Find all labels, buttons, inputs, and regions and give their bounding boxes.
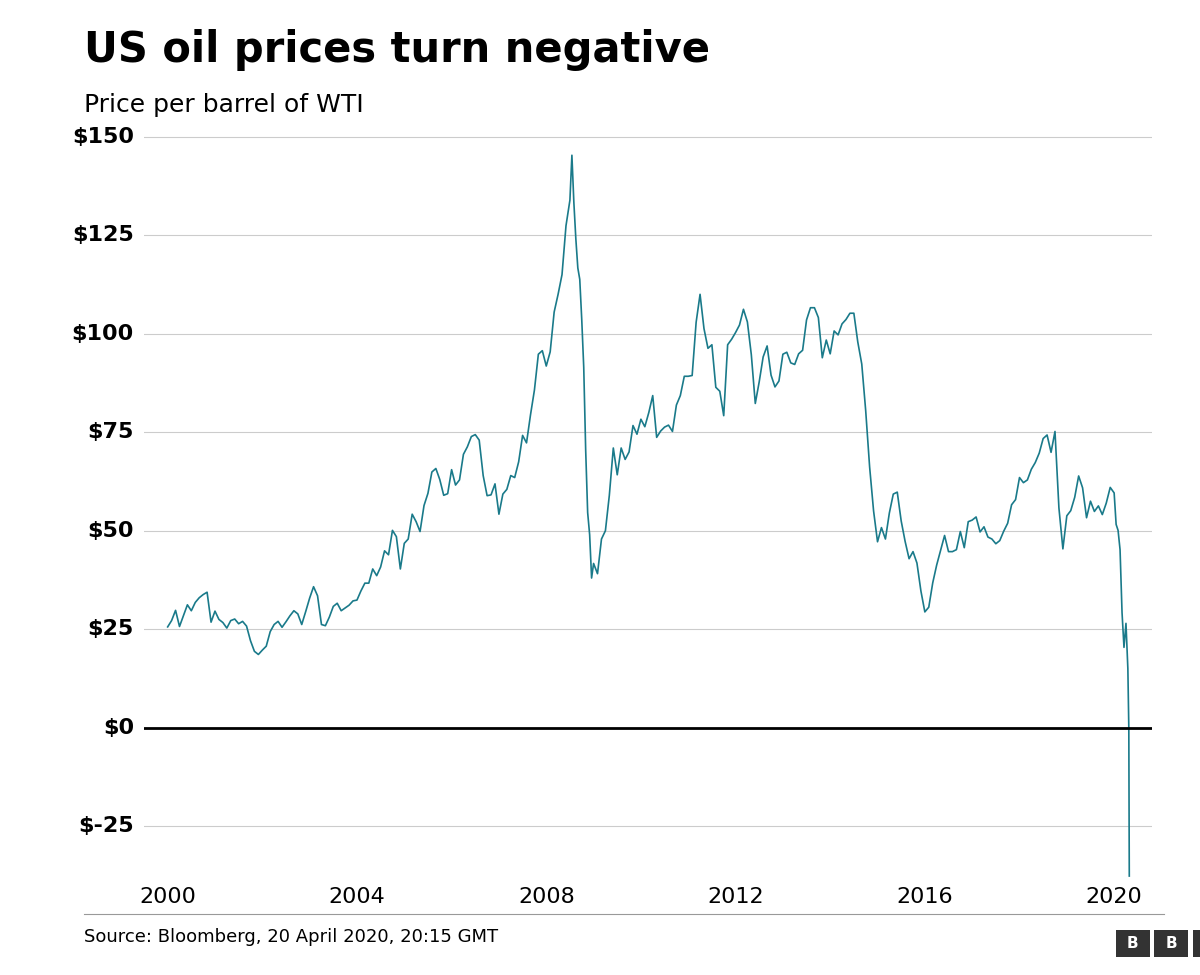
Text: Price per barrel of WTI: Price per barrel of WTI [84, 93, 364, 117]
Text: $25: $25 [88, 619, 134, 640]
Text: US oil prices turn negative: US oil prices turn negative [84, 29, 710, 71]
Text: B: B [1165, 936, 1177, 952]
Text: $125: $125 [72, 225, 134, 245]
Text: $75: $75 [88, 422, 134, 443]
Text: $100: $100 [72, 324, 134, 344]
Text: $50: $50 [88, 521, 134, 541]
Text: $150: $150 [72, 127, 134, 146]
Text: $-25: $-25 [78, 816, 134, 837]
Text: B: B [1127, 936, 1139, 952]
Text: $0: $0 [103, 718, 134, 738]
Text: Source: Bloomberg, 20 April 2020, 20:15 GMT: Source: Bloomberg, 20 April 2020, 20:15 … [84, 928, 498, 946]
